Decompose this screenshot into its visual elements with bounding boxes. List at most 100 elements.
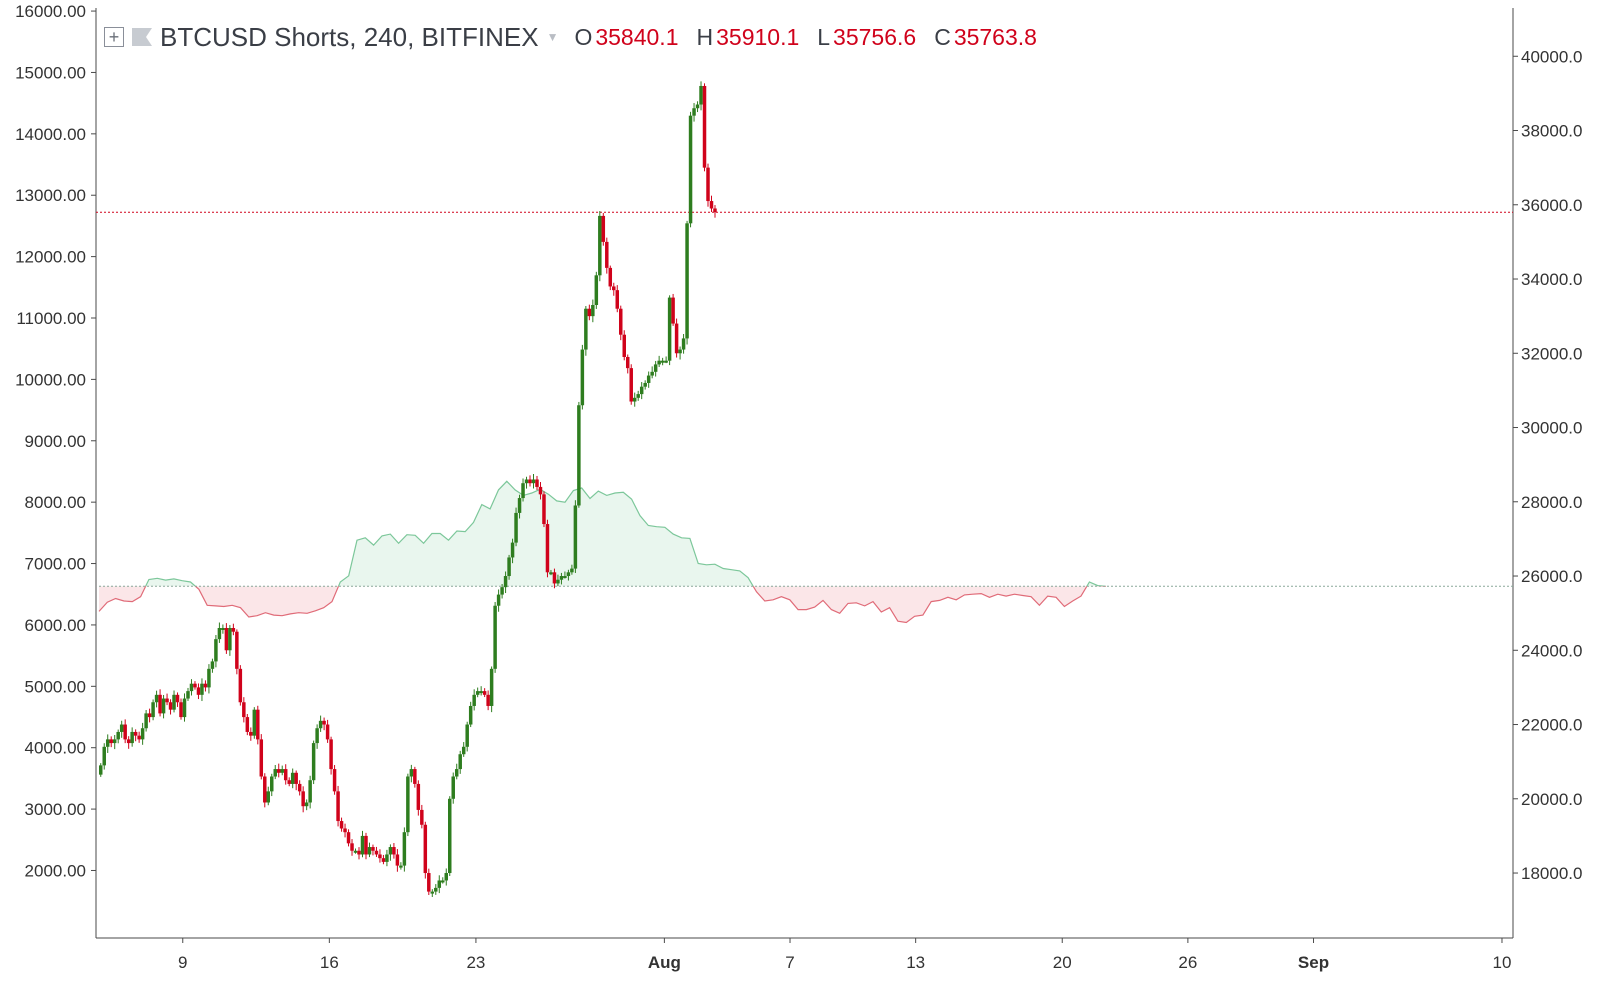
candle-body [308,780,312,803]
candle-body [420,809,424,825]
candle-body [304,802,309,807]
candle-body [601,215,606,242]
candle-body [667,297,672,361]
x-tick-label: Aug [648,953,681,972]
candle-body [371,847,375,851]
candle-body [235,631,239,669]
candle-body [643,382,647,387]
candle-body [559,576,564,580]
x-tick-label: 7 [785,953,794,972]
candle-body [584,308,588,350]
right-tick-label: 36000.0 [1521,196,1582,215]
candle-body [158,694,162,714]
candle-body [130,731,134,744]
candle-body [461,746,466,755]
candle-body [510,542,515,558]
candle-body [228,628,232,651]
right-tick-label: 22000.0 [1521,716,1582,735]
candle-body [430,891,435,894]
right-tick-label: 28000.0 [1521,493,1582,512]
candle-body [709,201,714,209]
right-tick-label: 26000.0 [1521,567,1582,586]
candle-body [465,724,469,747]
left-tick-label: 11000.00 [16,309,86,328]
candle-body [126,739,131,744]
candle-body [297,783,302,792]
candle-body [639,386,644,395]
close-label: C [934,23,951,50]
candle-body [133,731,138,736]
candle-body [573,505,578,569]
candle-body [210,661,215,669]
symbol-label[interactable]: BTCUSD Shorts, 240, BITFINEX [160,21,539,52]
oscillator-negative-line [98,586,1107,624]
left-tick-label: 13000.00 [15,186,86,205]
candle-body [653,364,658,372]
x-tick-label: 13 [906,953,925,972]
candle-body [179,702,183,718]
candle-body [646,375,651,383]
candle-body [542,494,546,525]
open-value: 35840.1 [595,23,679,50]
candle-body [577,405,581,506]
candle-body [273,769,277,777]
candle-body [636,394,640,398]
oscillator-positive-line [144,480,1107,587]
candle-body [409,769,414,777]
candle-body [650,371,654,376]
chevron-down-icon[interactable]: ▼ [546,30,559,44]
candle-body [242,702,246,718]
candle-body [203,683,208,688]
candle-body [702,85,707,168]
candle-body [625,356,630,369]
candle-body [231,628,236,632]
candle-body [434,887,438,892]
candle-body [315,728,319,744]
candle-body [329,739,333,770]
candle-body [105,739,110,747]
candle-body [451,776,455,799]
candle-body [612,286,616,291]
candle-body [381,858,386,862]
candle-body [486,694,490,706]
candle-body [416,783,421,810]
candle-body [301,791,305,807]
candle-body [388,847,393,855]
candle-body [116,731,120,740]
high-value: 35910.1 [716,23,800,50]
candle-body [549,572,553,575]
candle-body [346,832,351,844]
flag-icon[interactable] [132,28,152,46]
close-value: 35763.8 [953,23,1037,50]
candle-body [140,728,145,740]
candle-body [119,724,124,732]
candle-body [378,854,382,859]
candle-body [343,828,347,833]
candle-body [524,479,529,484]
candle-body [699,85,703,105]
candle-body [566,572,571,577]
candle-body [660,360,665,363]
candle-body [413,769,417,784]
left-tick-label: 4000.00 [25,739,86,758]
candle-body [360,835,365,855]
candle-body [332,769,337,792]
left-tick-label: 8000.00 [25,493,86,512]
candle-body [283,769,288,781]
candle-body [570,568,574,573]
right-tick-label: 18000.0 [1521,864,1582,883]
candle-body [552,572,557,584]
left-tick-label: 3000.00 [25,800,86,819]
expand-icon[interactable]: + [104,27,124,47]
candle-body [535,479,539,487]
candle-body [311,743,316,781]
x-tick-label: 10 [1493,953,1512,972]
candle-body [496,594,501,606]
candle-body [685,223,689,339]
candle-body [531,479,536,484]
candle-body [437,880,442,888]
x-tick-label: 16 [320,953,339,972]
candle-body [399,865,403,868]
candle-body [99,765,103,775]
